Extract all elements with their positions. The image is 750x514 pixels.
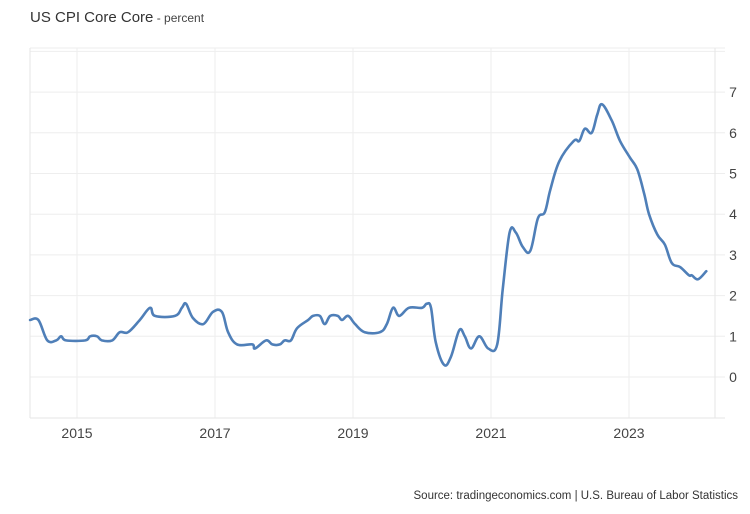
y-tick-label: 5 xyxy=(729,166,737,182)
x-tick-label: 2015 xyxy=(61,425,92,441)
y-tick-label: 1 xyxy=(729,328,737,344)
data-series xyxy=(28,102,708,367)
y-tick-label: 6 xyxy=(729,125,737,141)
x-tick-label: 2021 xyxy=(475,425,506,441)
chart-title: US CPI Core Core - percent xyxy=(30,9,204,26)
y-axis: 0 1 2 3 4 5 6 7 xyxy=(729,84,737,385)
chart-title-text: US CPI Core Core xyxy=(30,9,154,26)
y-tick-label: 2 xyxy=(729,288,737,304)
y-tick-label: 0 xyxy=(729,369,737,385)
x-tick-label: 2023 xyxy=(613,425,644,441)
y-tick-label: 3 xyxy=(729,247,737,263)
x-axis: 2015 2017 2019 2021 2023 xyxy=(61,425,644,441)
x-tick-label: 2019 xyxy=(337,425,368,441)
chart-unit-label: - percent xyxy=(153,11,205,25)
cpi-line xyxy=(28,102,708,367)
y-tick-label: 4 xyxy=(729,206,737,222)
x-tick-label: 2017 xyxy=(199,425,230,441)
plot-frame xyxy=(29,48,725,419)
source-attribution: Source: tradingeconomics.com | U.S. Bure… xyxy=(413,490,739,502)
y-tick-label: 7 xyxy=(729,84,737,100)
chart-grid xyxy=(30,47,725,418)
